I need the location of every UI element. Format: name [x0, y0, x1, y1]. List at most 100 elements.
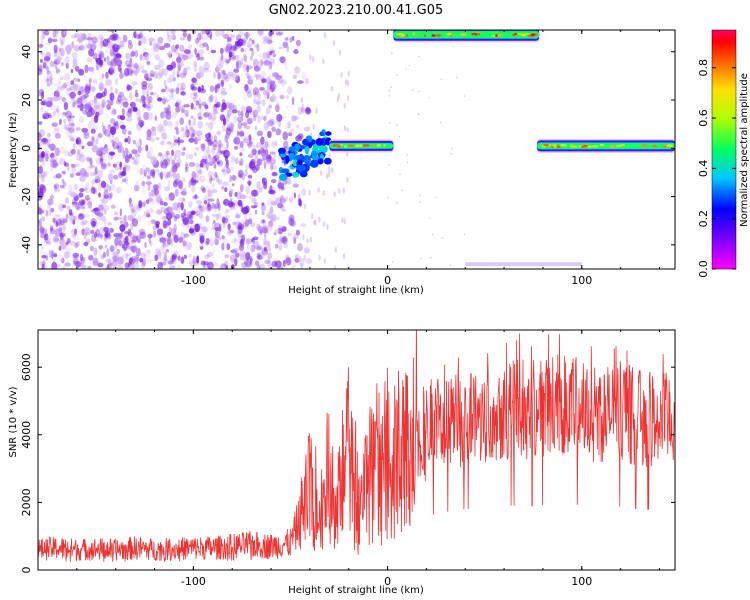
heatmap-cell [156, 228, 164, 236]
heatmap-cell [225, 215, 230, 219]
heatmap-cell [268, 247, 272, 252]
heatmap-cell [314, 219, 317, 226]
heatmap-cell [463, 233, 466, 236]
heatmap-cell [220, 80, 224, 85]
heatmap-cell [252, 189, 259, 197]
heatmap-cell [219, 150, 226, 154]
heatmap-cell [234, 146, 238, 150]
heatmap-cell [222, 181, 229, 187]
heatmap-cell [162, 216, 169, 220]
heatmap-cell [215, 231, 221, 238]
heatmap-cell [193, 175, 197, 181]
heatmap-cell [298, 258, 305, 267]
heatmap-cell [343, 102, 346, 109]
heatmap-cell [147, 208, 154, 214]
heatmap-cell [244, 259, 250, 265]
heatmap-cell [119, 224, 126, 232]
heatmap-cell [75, 203, 80, 210]
y-tick-label: 0 [20, 145, 33, 152]
heatmap-cell [240, 57, 244, 66]
heatmap-cell [102, 38, 109, 47]
heatmap-cell [249, 110, 255, 116]
heatmap-cell [255, 98, 262, 105]
heatmap-cell [208, 122, 214, 131]
heatmap-cell [267, 197, 274, 207]
heatmap-cell [214, 172, 218, 178]
heatmap-cell [296, 124, 300, 129]
heatmap-cell [323, 157, 332, 165]
heatmap-cell [92, 257, 99, 265]
heatmap-cell [301, 103, 304, 110]
heatmap-cell [62, 204, 67, 208]
heatmap-cell [200, 186, 206, 191]
heatmap-cell [112, 254, 119, 262]
heatmap-cell [198, 206, 204, 212]
heatmap-cell [194, 206, 201, 211]
heatmap-cell [244, 125, 251, 130]
heatmap-cell [109, 245, 115, 253]
heatmap-cell [100, 254, 105, 260]
heatmap-cell [65, 44, 72, 53]
heatmap-cell [261, 144, 266, 153]
heatmap-cell [78, 192, 84, 198]
heatmap-cell [54, 188, 60, 193]
heatmap-cell [44, 58, 50, 65]
heatmap-cell [91, 220, 96, 228]
heatmap-cell [182, 147, 186, 151]
heatmap-cell [202, 42, 209, 47]
heatmap-cell [255, 164, 260, 171]
heatmap-cell [271, 171, 278, 177]
heatmap-cell [217, 144, 222, 153]
heatmap-cell [65, 247, 72, 255]
heatmap-cell [269, 51, 273, 56]
heatmap-cell [283, 259, 286, 267]
heatmap-cell [173, 234, 179, 243]
heatmap-cell [62, 111, 68, 116]
heatmap-cell [174, 154, 177, 161]
heatmap-cell [127, 107, 132, 114]
heatmap-cell [174, 99, 178, 104]
heatmap-cell [243, 54, 248, 63]
heatmap-cell [79, 188, 85, 193]
heatmap-cell [234, 238, 237, 242]
heatmap-cell [47, 232, 53, 236]
heatmap-cell [265, 59, 269, 65]
heatmap-cell [91, 136, 95, 143]
heatmap-cell [343, 218, 347, 225]
heatmap-cell [59, 118, 62, 126]
heatmap-cell [252, 114, 257, 122]
heatmap-cell [245, 106, 253, 113]
heatmap-cell [146, 151, 152, 159]
heatmap-cell [263, 161, 267, 170]
heatmap-cell [78, 46, 82, 50]
heatmap-cell [162, 161, 168, 170]
heatmap-cell [122, 166, 127, 173]
heatmap-cell [225, 161, 229, 169]
heatmap-cell [337, 145, 341, 148]
heatmap-cell [55, 221, 59, 228]
heatmap-cell [208, 141, 215, 145]
heatmap-cell [305, 258, 313, 265]
heatmap-cell [285, 178, 292, 185]
heatmap-cell [140, 95, 146, 102]
heatmap-cell [168, 88, 174, 94]
heatmap-cell [59, 76, 64, 81]
heatmap-cell [236, 116, 244, 123]
heatmap-cell [51, 160, 58, 169]
heatmap-cell [212, 155, 218, 164]
heatmap-cell [371, 144, 376, 147]
heatmap-cell [167, 219, 172, 226]
heatmap-cell [125, 253, 129, 260]
heatmap-cell [90, 111, 95, 117]
heatmap-cell [136, 65, 141, 73]
heatmap-cell [228, 83, 232, 90]
heatmap-cell [51, 52, 57, 57]
heatmap-cell [270, 162, 274, 171]
heatmap-cell [281, 61, 286, 65]
heatmap-cell [226, 140, 229, 149]
heatmap-cell [67, 43, 73, 47]
heatmap-cell [163, 119, 168, 127]
heatmap-cell [210, 116, 217, 126]
